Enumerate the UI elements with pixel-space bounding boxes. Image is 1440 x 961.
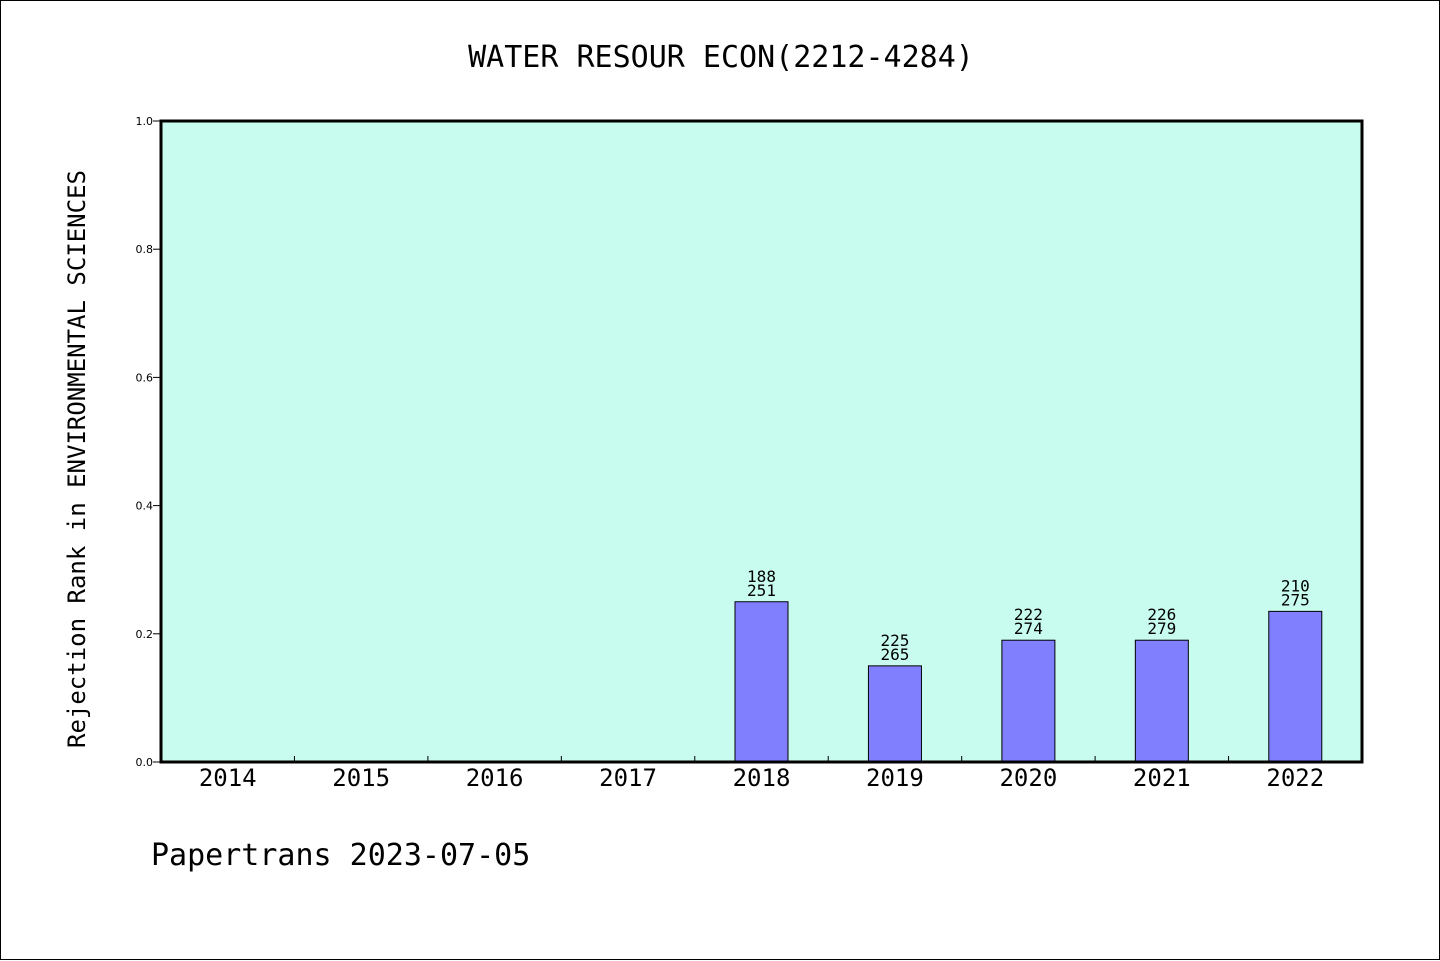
x-axis-ticks: 2014 2015 2016 2017 2018 2019 2020 2021 2022 [199, 756, 1324, 792]
x-tick-label: 2022 [1266, 764, 1324, 792]
bar-data-label: 275 [1281, 590, 1310, 609]
x-tick-label: 2019 [866, 764, 924, 792]
y-tick-label: 1.0 [136, 115, 154, 128]
x-tick-label: 2021 [1133, 764, 1191, 792]
bar-data-label: 222 [1014, 605, 1043, 624]
footer-text: Papertrans 2023-07-05 [151, 838, 530, 873]
bar-2019 [867, 665, 922, 763]
x-tick-label: 2017 [599, 764, 657, 792]
bar-2018 [734, 601, 789, 763]
bar-data-label: 225 [880, 631, 909, 650]
bar-data-label: 279 [1147, 619, 1176, 638]
bar-data-label: 251 [747, 581, 776, 600]
y-tick-label: 0.2 [136, 628, 154, 641]
y-axis-label: Rejection Rank in ENVIRONMENTAL SCIENCES [63, 170, 91, 748]
y-tick-label: 0.8 [136, 243, 154, 256]
y-tick-label: 0.6 [136, 371, 154, 384]
x-tick-label: 2016 [466, 764, 524, 792]
y-tick-label: 0.4 [136, 500, 154, 513]
x-tick-label: 2020 [999, 764, 1057, 792]
bar-data-label: 188 [747, 567, 776, 586]
chart-title: WATER RESOUR ECON(2212-4284) [468, 40, 974, 75]
bars [734, 601, 1323, 763]
bar-2021 [1134, 639, 1189, 763]
plot-border [159, 119, 1364, 764]
x-tick-label: 2014 [199, 764, 257, 792]
x-tick-label: 2015 [332, 764, 390, 792]
bar-data-label: 226 [1147, 605, 1176, 624]
y-tick-label: 0.0 [136, 756, 154, 769]
bar-data-label: 210 [1281, 576, 1310, 595]
bar-2020 [1001, 639, 1056, 763]
x-tick-label: 2018 [733, 764, 791, 792]
bar-data-label: 265 [880, 645, 909, 664]
bar-data-label: 274 [1014, 619, 1043, 638]
y-axis-ticks: 0.0 0.2 0.4 0.6 0.8 1.0 [136, 115, 161, 769]
bar-2022 [1268, 610, 1323, 763]
